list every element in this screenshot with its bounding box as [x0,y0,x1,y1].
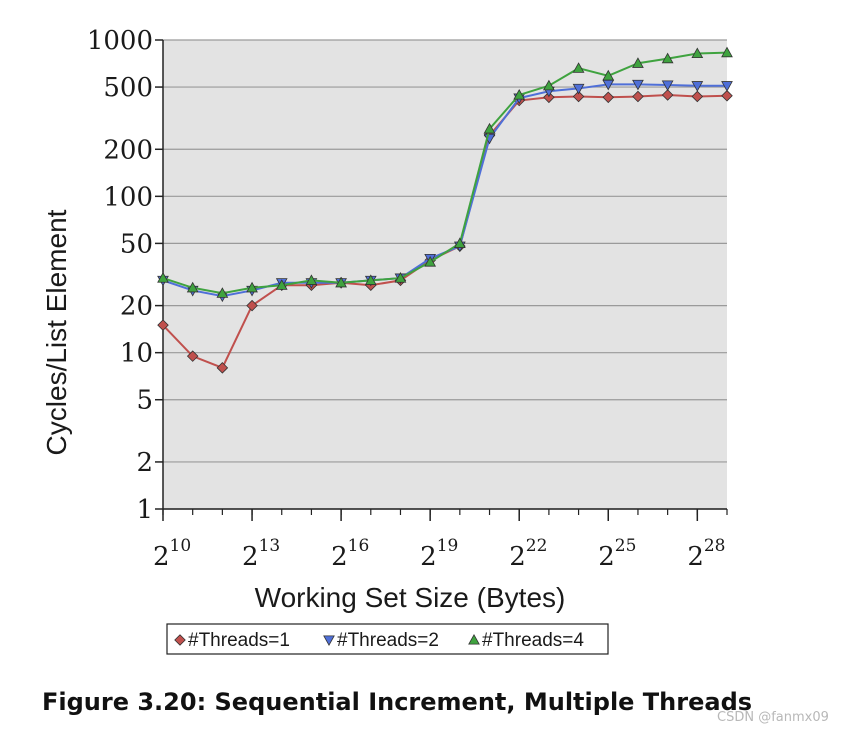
data-point [513,88,526,100]
x-tick-label: 228 [687,536,725,572]
data-point [691,47,704,59]
y-tick-label: 1 [136,495,153,525]
figure-caption: Figure 3.20: Sequential Increment, Multi… [42,688,753,716]
data-point [275,279,288,290]
data-point [721,81,733,92]
data-point [157,319,169,331]
y-tick-label: 20 [120,292,153,322]
series-line [162,51,728,295]
data-point [543,79,555,91]
data-point [572,62,585,73]
legend-marker [174,634,186,646]
y-tick-label: 1000 [87,26,153,56]
data-point [691,81,704,92]
data-point [453,237,466,248]
legend-marker [323,635,335,647]
y-tick-label: 50 [120,229,153,259]
legend-box [166,623,609,655]
x-tick-label: 222 [509,536,547,572]
y-tick-label: 10 [120,339,153,369]
x-tick-label: 213 [242,536,280,572]
x-tick-label: 219 [420,536,458,572]
data-point [632,57,644,68]
legend-label: #Threads=2 [337,630,439,651]
data-point [661,89,674,101]
legend: #Threads=1 #Threads=2 #Threads=4 [166,623,609,655]
data-point [186,350,199,362]
data-point [186,281,199,293]
x-tick-label: 210 [153,536,191,572]
data-point [721,89,733,102]
y-tick-label: 2 [136,448,153,478]
series-3 [157,46,733,298]
x-axis-label: Working Set Size (Bytes) [255,582,566,613]
data-point [157,272,169,283]
data-point [543,91,555,104]
data-point [305,274,318,285]
y-axis-label: Cycles/List Element [41,209,72,455]
data-point [632,90,644,103]
data-point [572,90,585,103]
y-tick-label: 5 [136,386,153,416]
data-point [364,274,377,285]
x-tick-label: 225 [598,536,636,572]
data-point [424,256,437,267]
y-tick-label: 500 [103,73,153,103]
data-point [483,122,496,134]
watermark: CSDN @fanmx09 [717,710,829,725]
plot-area [163,40,727,509]
data-point [661,52,674,64]
data-point [335,276,347,288]
legend-marker [468,633,480,645]
data-point [602,91,615,104]
legend-label: #Threads=4 [482,630,584,651]
data-point [602,69,615,81]
data-point [632,79,644,91]
y-tick-label: 100 [103,182,153,212]
data-point [216,362,229,374]
series [157,46,733,374]
y-tick-label: 200 [103,135,153,165]
data-point [394,272,407,283]
legend-label: #Threads=1 [188,630,290,651]
axes: 1 2 5 10 20 50 100 200 500 1000 210 213 216 219 222 225… [87,26,728,572]
data-point [572,83,585,95]
data-point [246,281,258,293]
data-point [721,46,733,58]
grid [163,39,727,510]
data-point [246,299,258,312]
data-point [691,90,704,103]
x-tick-label: 216 [331,536,369,572]
data-point [216,287,229,298]
data-point [661,80,674,92]
